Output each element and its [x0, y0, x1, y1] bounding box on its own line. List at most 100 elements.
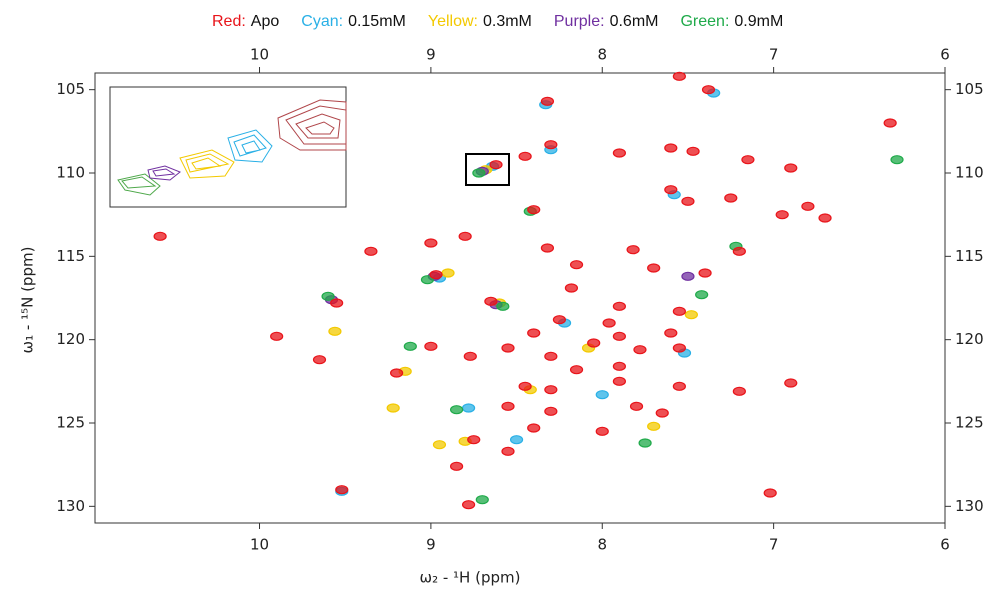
inset	[109, 86, 347, 208]
peak	[335, 485, 349, 495]
peak	[518, 381, 532, 391]
peak	[775, 210, 789, 220]
legend-label: 0.3mM	[483, 13, 532, 30]
peak	[763, 488, 777, 498]
peak	[698, 268, 712, 278]
peak	[429, 270, 443, 280]
peak	[518, 151, 532, 161]
peak	[612, 148, 626, 158]
peak	[801, 201, 815, 211]
peaks	[153, 71, 904, 510]
peak	[501, 343, 515, 353]
y-tick-label: 125	[56, 414, 85, 432]
peak	[732, 386, 746, 396]
y-tick-label: 120	[56, 330, 85, 348]
peak	[732, 246, 746, 256]
y-tick-label: 105	[955, 80, 984, 98]
peak	[612, 331, 626, 341]
peak	[312, 355, 327, 365]
peak	[681, 271, 695, 281]
inset-frame	[109, 86, 347, 208]
peak	[472, 168, 486, 178]
peak	[664, 185, 678, 195]
peak	[527, 423, 541, 433]
peak	[153, 231, 167, 241]
legend-color-label: Yellow:	[428, 13, 478, 30]
peak	[270, 331, 284, 341]
x-tick-label: 8	[597, 536, 607, 554]
peak	[544, 140, 558, 150]
legend: Red: Apo Cyan: 0.15mM Yellow: 0.3mM Purple: 0.6…	[212, 13, 783, 30]
legend-color-label: Red:	[212, 13, 246, 30]
zoom-box	[465, 153, 510, 186]
peak	[461, 403, 476, 413]
y-tick-label: 125	[955, 414, 984, 432]
peak	[484, 296, 498, 306]
peak	[724, 193, 738, 203]
inset-contour	[179, 149, 235, 179]
peak	[647, 421, 661, 431]
peak	[664, 143, 678, 153]
peak	[672, 306, 686, 316]
peak	[612, 361, 626, 371]
peak	[489, 160, 503, 170]
peak	[564, 283, 579, 293]
peak	[818, 213, 832, 223]
inset-contour	[147, 165, 181, 181]
legend-color-label: Green:	[680, 13, 729, 30]
peak	[467, 435, 481, 445]
peak	[544, 385, 558, 395]
legend-label: 0.15mM	[348, 13, 406, 30]
peak	[629, 401, 644, 411]
peak	[441, 268, 455, 278]
legend-color-label: Purple:	[554, 13, 605, 30]
peak	[463, 351, 477, 361]
peak	[544, 351, 558, 361]
peak	[569, 260, 584, 270]
peak	[432, 440, 447, 450]
peak	[638, 438, 652, 448]
y-tick-label: 130	[955, 497, 984, 515]
peak	[883, 118, 897, 128]
peak	[496, 301, 510, 311]
peak	[569, 365, 584, 375]
y-tick-label: 105	[56, 80, 85, 98]
inset-contour	[117, 173, 161, 196]
x-tick-label: 10	[250, 46, 269, 64]
x-tick-label: 9	[426, 46, 436, 64]
peak	[330, 298, 344, 308]
y-tick-label: 115	[955, 247, 984, 265]
peak	[612, 376, 626, 386]
peak	[784, 378, 798, 388]
x-tick-label: 9	[426, 536, 436, 554]
peak	[552, 315, 567, 325]
peak	[420, 275, 435, 285]
peak	[890, 155, 904, 165]
peak	[544, 406, 558, 416]
peak	[672, 381, 686, 391]
peak	[595, 390, 609, 400]
peak	[664, 328, 678, 338]
plot-frame	[94, 72, 946, 524]
y-tick-label: 110	[56, 164, 85, 182]
y-tick-label: 110	[955, 164, 984, 182]
peak	[701, 85, 716, 95]
y-tick-label: 130	[56, 497, 85, 515]
peak	[501, 446, 515, 456]
peak	[424, 341, 438, 351]
y-tick-label: 115	[56, 247, 85, 265]
y-axis-label: ω₁ - ¹⁵N (ppm)	[19, 247, 37, 354]
peak	[527, 205, 541, 215]
peak	[695, 290, 709, 300]
inset-contour	[277, 99, 347, 151]
peak	[509, 435, 524, 445]
peak	[424, 238, 438, 248]
peak	[527, 328, 541, 338]
x-tick-label: 6	[940, 46, 950, 64]
peak	[540, 96, 555, 106]
peak	[686, 146, 700, 156]
legend-label: 0.6mM	[610, 13, 659, 30]
peak	[672, 71, 686, 81]
peak	[458, 231, 472, 241]
peak	[449, 461, 464, 471]
